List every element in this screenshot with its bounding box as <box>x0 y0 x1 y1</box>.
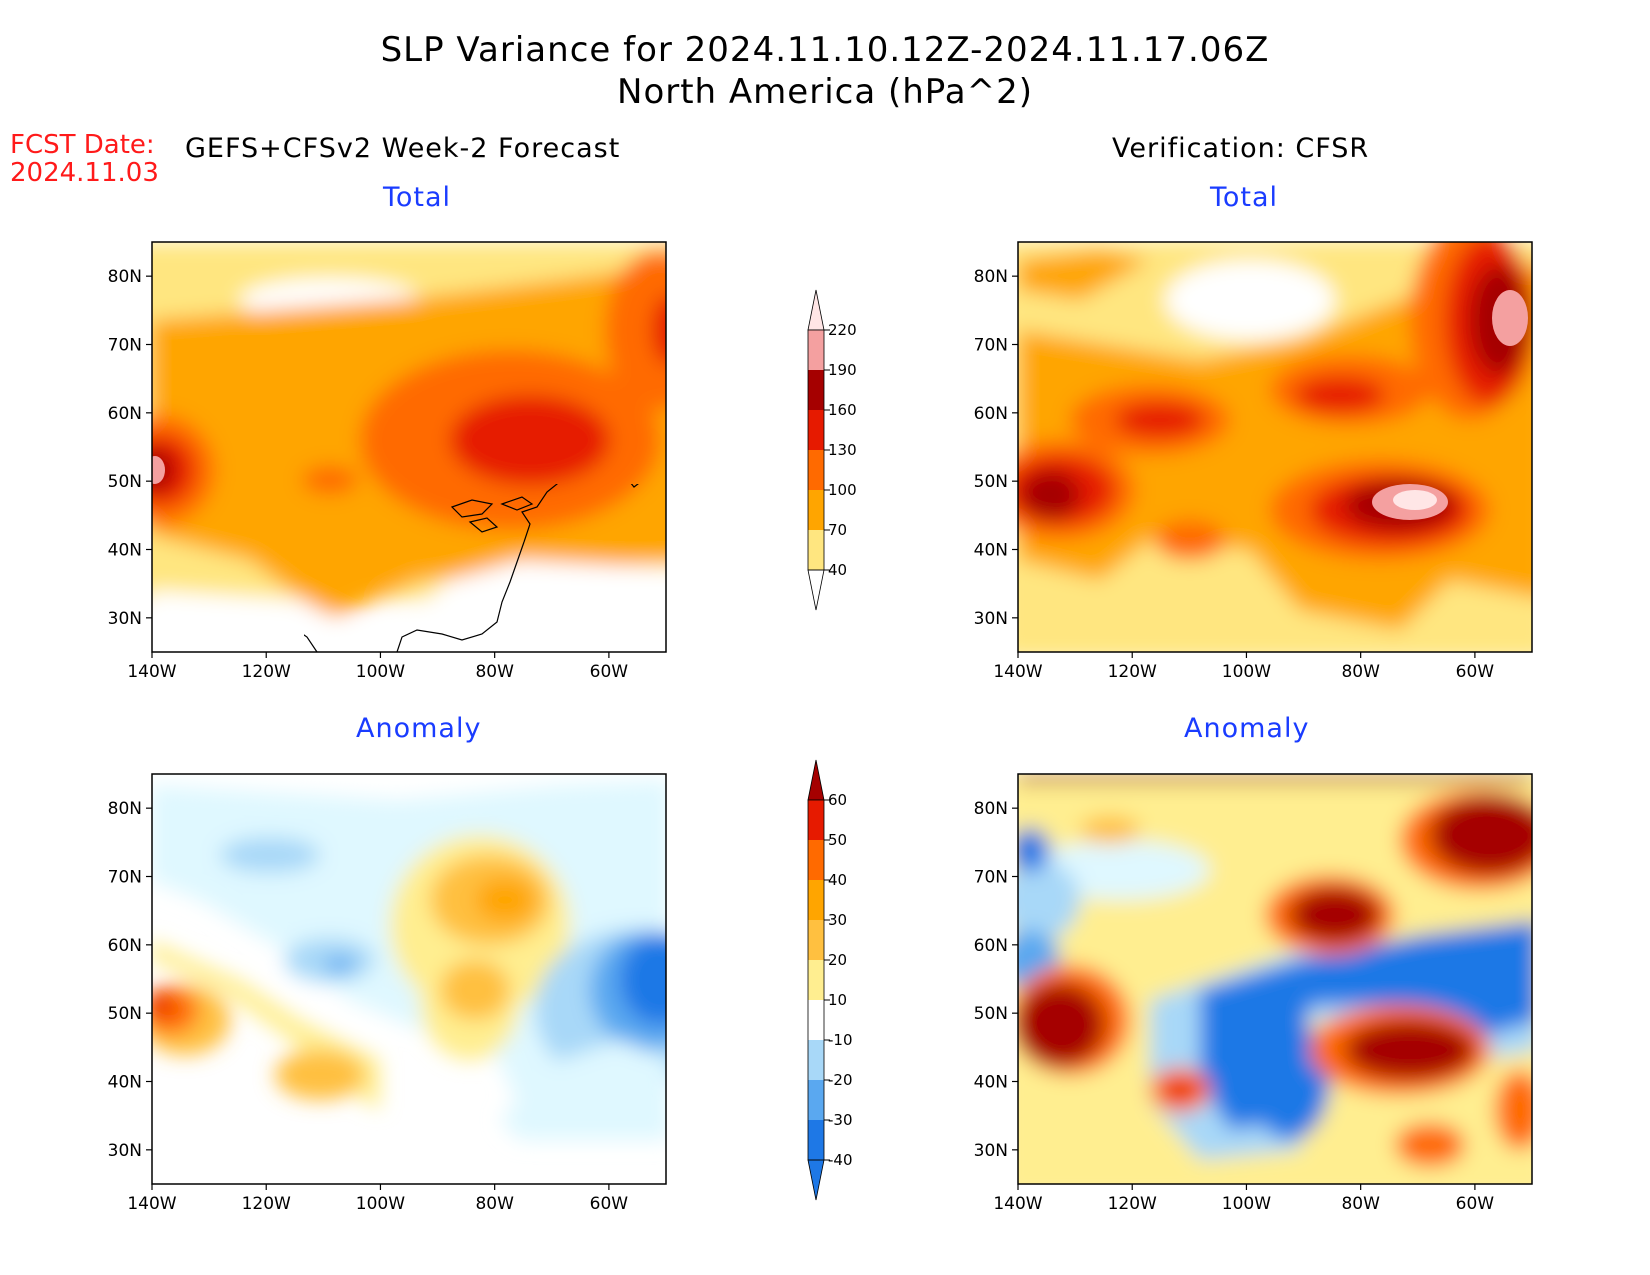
lat-tick-label: 80N <box>108 799 142 819</box>
panel-title-forecast-anomaly: Anomaly <box>356 713 482 744</box>
colorbar-swatch <box>808 410 824 450</box>
colorbar-label: 40 <box>828 561 847 579</box>
colorbar-swatch <box>808 1080 824 1120</box>
panel-title-forecast-total: Total <box>383 182 452 213</box>
colorbar-top-arrow <box>807 759 825 801</box>
lon-tick-label: 100W <box>356 1194 405 1214</box>
lat-tick-label: 50N <box>974 1004 1008 1024</box>
map-verification-total <box>1017 241 1533 653</box>
lon-tick-label: 120W <box>1108 1194 1157 1214</box>
colorbar-label: 60 <box>828 791 847 809</box>
colorbar-label: 220 <box>828 321 857 339</box>
lat-tick-label: 60N <box>974 936 1008 956</box>
lat-tick-label: 40N <box>974 541 1008 561</box>
lon-tick-label: 60W <box>590 1194 629 1214</box>
lon-tick-label: 120W <box>242 662 291 682</box>
lat-tick-label: 60N <box>974 404 1008 424</box>
colorbar-label: 70 <box>828 521 847 539</box>
map-verification-anomaly <box>1017 773 1533 1185</box>
lat-tick-label: 50N <box>974 472 1008 492</box>
colorbar-frame <box>807 799 825 1161</box>
colorbar-anomaly: 60 50 40 30 20 10 -10 -20 -30 -40 <box>807 759 853 1201</box>
chart-title: SLP Variance for 2024.11.10.12Z-2024.11.… <box>380 30 1270 70</box>
colorbar-top-arrow <box>807 289 825 331</box>
lat-tick-label: 70N <box>974 336 1008 356</box>
fcst-date-label: FCST Date: <box>10 130 155 160</box>
lon-tick-label: 80W <box>475 1194 514 1214</box>
colorbar-total: 40 70 100 130 160 190 220 <box>807 289 857 611</box>
colorbar-swatch <box>808 880 824 920</box>
colorbar-label: -40 <box>828 1151 853 1169</box>
lat-tick-label: 80N <box>974 799 1008 819</box>
verification-column-heading: Verification: CFSR <box>1112 133 1370 164</box>
colorbar-label: 50 <box>828 831 847 849</box>
lon-tick-label: 100W <box>1222 662 1271 682</box>
colorbar-label: 190 <box>828 361 857 379</box>
lon-tick-label: 140W <box>127 1194 176 1214</box>
map-forecast-anomaly <box>151 773 667 1185</box>
lat-tick-label: 70N <box>974 868 1008 888</box>
colorbar-swatch <box>808 370 824 410</box>
map-forecast-total <box>151 241 667 653</box>
colorbar-bottom-arrow <box>807 1159 825 1201</box>
colorbar-swatch <box>808 330 824 370</box>
lat-tick-label: 50N <box>108 472 142 492</box>
forecast-column-heading: GEFS+CFSv2 Week-2 Forecast <box>185 133 621 164</box>
lon-tick-label: 60W <box>590 662 629 682</box>
lon-tick-label: 100W <box>1222 1194 1271 1214</box>
lat-tick-label: 30N <box>974 609 1008 629</box>
lon-tick-label: 140W <box>993 1194 1042 1214</box>
lat-tick-label: 70N <box>108 868 142 888</box>
fcst-date-value: 2024.11.03 <box>10 158 159 188</box>
lat-tick-label: 80N <box>108 267 142 287</box>
colorbar-swatch <box>808 800 824 840</box>
lat-tick-label: 70N <box>108 336 142 356</box>
colorbar-label: -30 <box>828 1111 853 1129</box>
lon-tick-label: 140W <box>993 662 1042 682</box>
colorbar-label: 20 <box>828 951 847 969</box>
lat-tick-label: 30N <box>108 1141 142 1161</box>
colorbar-label: -20 <box>828 1071 853 1089</box>
lon-tick-label: 140W <box>127 662 176 682</box>
colorbar-swatch <box>808 450 824 490</box>
lat-tick-label: 30N <box>974 1141 1008 1161</box>
colorbar-swatch <box>808 1040 824 1080</box>
chart-subtitle: North America (hPa^2) <box>617 72 1033 112</box>
colorbar-swatch <box>808 490 824 530</box>
panel-title-verification-total: Total <box>1210 182 1279 213</box>
lat-tick-label: 60N <box>108 404 142 424</box>
lat-tick-label: 60N <box>108 936 142 956</box>
colorbar-swatch <box>808 960 824 1000</box>
colorbar-label: 100 <box>828 481 857 499</box>
lat-tick-label: 30N <box>108 609 142 629</box>
colorbar-swatch <box>808 920 824 960</box>
colorbar-swatch <box>808 530 824 570</box>
lat-tick-label: 40N <box>108 1073 142 1093</box>
colorbar-label: 10 <box>828 991 847 1009</box>
colorbar-swatch <box>808 1000 824 1040</box>
lon-tick-label: 80W <box>1341 662 1380 682</box>
lon-tick-label: 80W <box>1341 1194 1380 1214</box>
axes-group: 80N 70N 60N 50N 40N 30N 140W 120W 100W 80W 60W 80N 7… <box>108 267 1495 1214</box>
colorbar-swatch <box>808 840 824 880</box>
lon-tick-label: 100W <box>356 662 405 682</box>
lat-tick-label: 40N <box>974 1073 1008 1093</box>
panel-title-verification-anomaly: Anomaly <box>1184 713 1310 744</box>
lat-tick-label: 80N <box>974 267 1008 287</box>
lon-tick-label: 120W <box>242 1194 291 1214</box>
lon-tick-label: 60W <box>1456 662 1495 682</box>
lon-tick-label: 60W <box>1456 1194 1495 1214</box>
lon-tick-label: 120W <box>1108 662 1157 682</box>
colorbar-bottom-arrow <box>807 569 825 611</box>
colorbar-label: 30 <box>828 911 847 929</box>
colorbar-label: 130 <box>828 441 857 459</box>
colorbar-swatch <box>808 1120 824 1160</box>
lat-tick-label: 50N <box>108 1004 142 1024</box>
lat-tick-label: 40N <box>108 541 142 561</box>
lon-tick-label: 80W <box>475 662 514 682</box>
colorbar-label: 160 <box>828 401 857 419</box>
colorbar-label: -10 <box>828 1031 853 1049</box>
colorbar-label: 40 <box>828 871 847 889</box>
